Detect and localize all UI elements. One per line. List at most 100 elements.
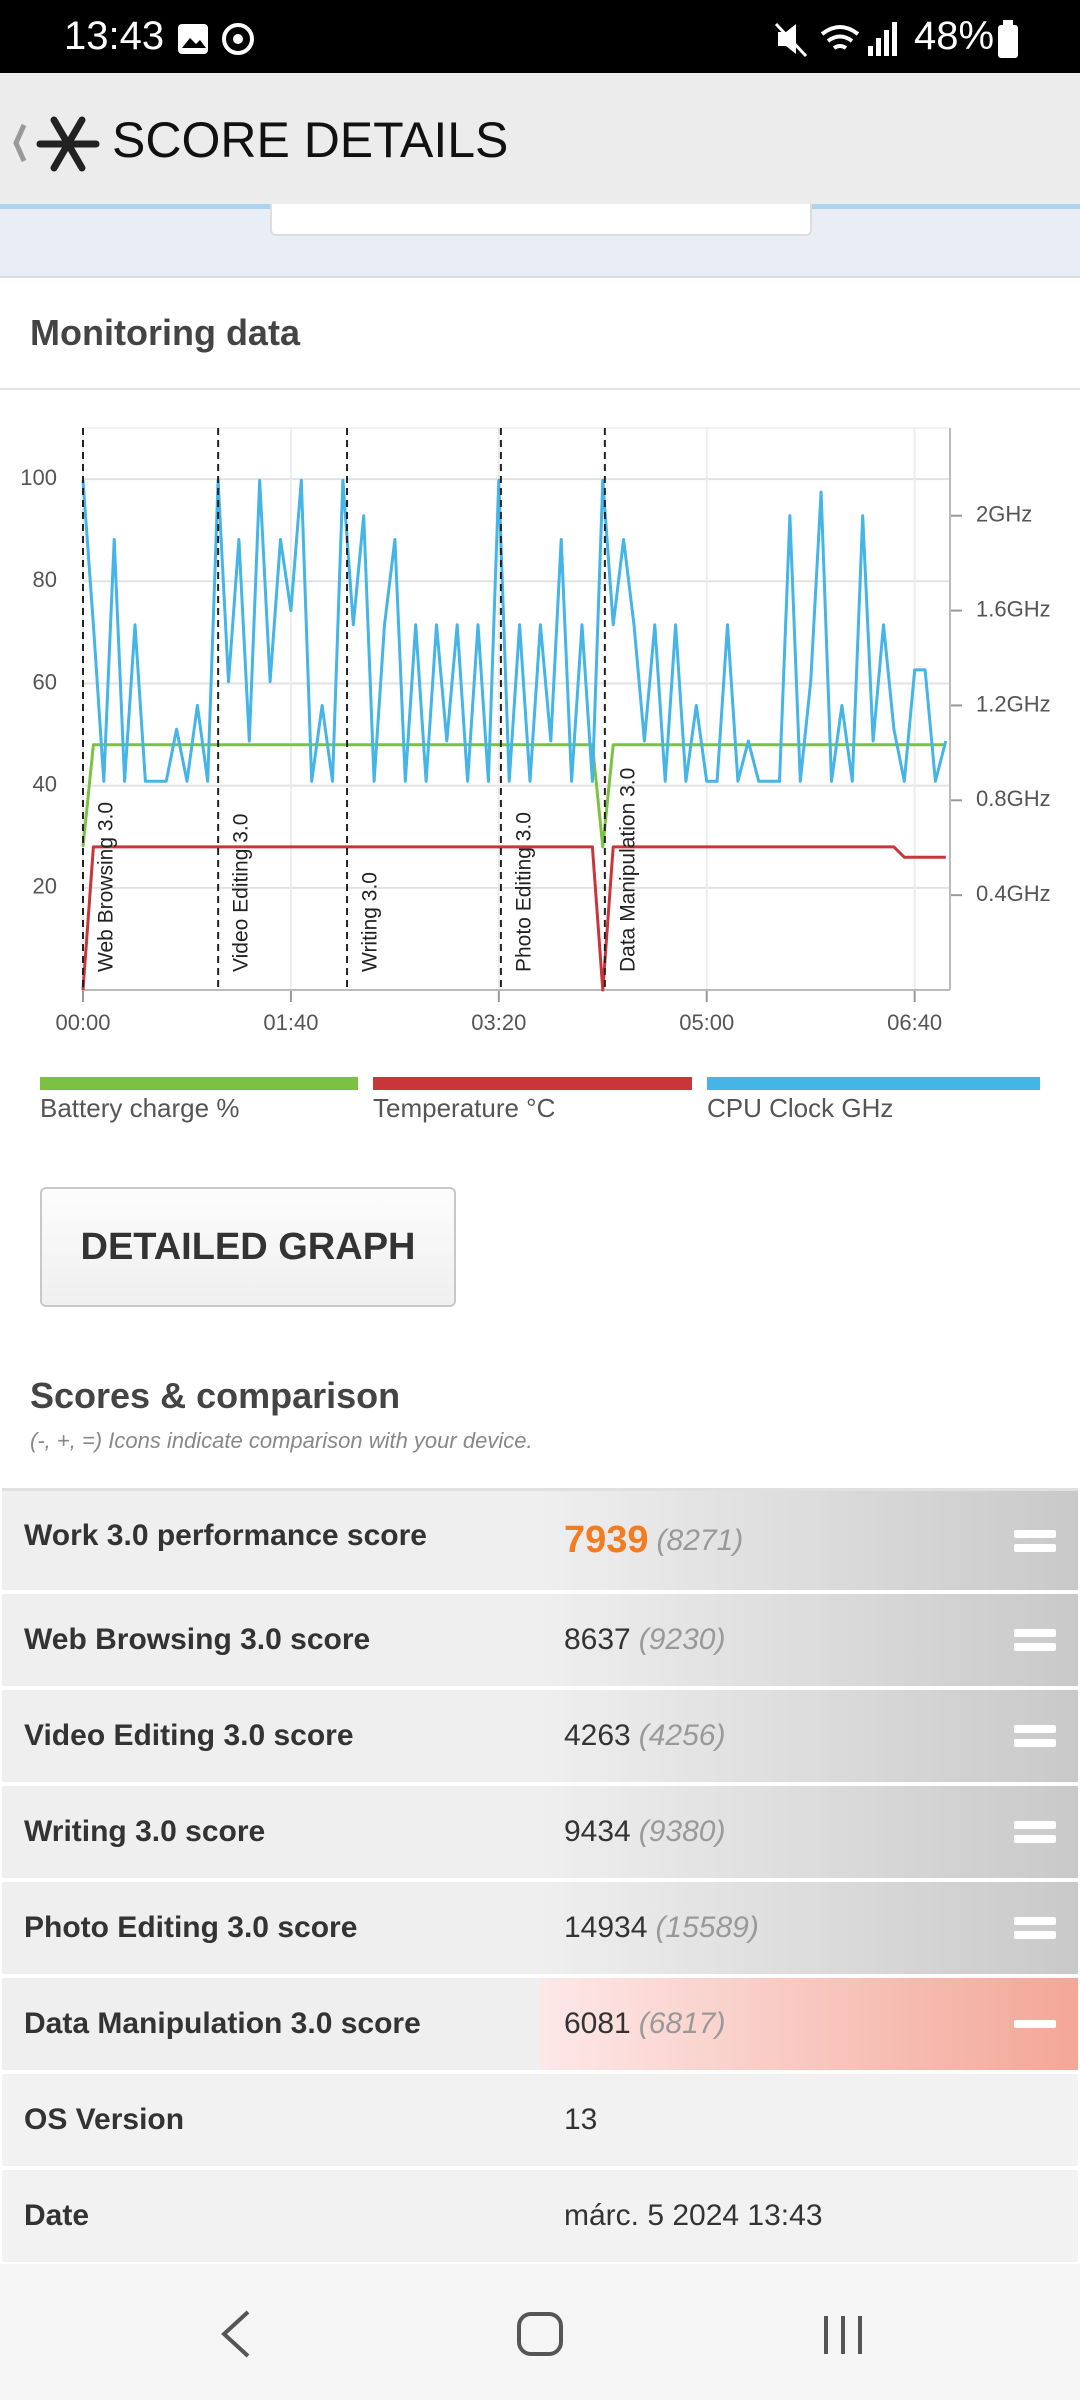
legend-swatch [40, 1077, 358, 1090]
marker-label: Photo Editing 3.0 [512, 812, 535, 972]
marker-label: Video Editing 3.0 [230, 814, 253, 972]
y-tick-label: 20 [33, 874, 57, 899]
comparison-icon [1014, 1917, 1056, 1939]
system-icons [774, 22, 897, 58]
clock: 13:43 [64, 14, 165, 58]
row-value: 14934 (15589) [540, 1882, 1078, 1974]
comparison-icon [1014, 1629, 1056, 1651]
plot-area [83, 428, 950, 990]
app-header: SCORE DETAILS [0, 73, 1080, 209]
icon-bar [1014, 1931, 1056, 1939]
x-tick-label: 01:40 [263, 1010, 318, 1035]
nav-home[interactable] [517, 2312, 563, 2356]
x-tick-label: 05:00 [679, 1010, 734, 1035]
icon-bar [1014, 1821, 1056, 1829]
row-label: Date [24, 2199, 90, 2232]
row-value: márc. 5 2024 13:43 [564, 2199, 823, 2232]
row-label: Video Editing 3.0 score [24, 1719, 354, 1752]
comparison-icon [1014, 2020, 1056, 2028]
detailed-graph-button[interactable]: DETAILED GRAPH [40, 1187, 456, 1307]
battery-icon [998, 20, 1018, 58]
icon-bar [1014, 1543, 1056, 1552]
battery-level: 48% [914, 14, 995, 58]
row-label: Web Browsing 3.0 score [24, 1623, 371, 1656]
score-row: Web Browsing 3.0 score 8637 (9230) [2, 1594, 1078, 1690]
x-tick-label: 03:20 [471, 1010, 526, 1035]
x-tick-label: 00:00 [55, 1010, 110, 1035]
icon-bar [1014, 2020, 1056, 2028]
icon-bar [1014, 1835, 1056, 1843]
y-tick-label: 100 [20, 465, 57, 490]
section-title: Monitoring data [30, 312, 300, 353]
nav-back[interactable] [221, 2310, 250, 2358]
info-row: Date márc. 5 2024 13:43 [2, 2170, 1078, 2266]
x-tick-label: 06:40 [887, 1010, 942, 1035]
row-value: 8637 (9230) [540, 1594, 1078, 1686]
y2-tick-label: 0.4GHz [976, 881, 1051, 906]
nav-recents[interactable] [824, 2316, 862, 2354]
section-title: Scores & comparison [30, 1375, 401, 1416]
y2-tick-label: 2GHz [976, 502, 1032, 527]
row-label: OS Version [24, 2103, 185, 2136]
row-label: Photo Editing 3.0 score [24, 1911, 358, 1944]
marker-label: Writing 3.0 [359, 872, 382, 972]
navigation-bar [0, 2264, 1080, 2400]
score-row: Photo Editing 3.0 score 14934 (15589) [2, 1882, 1078, 1978]
y2-tick-label: 0.8GHz [976, 786, 1051, 811]
row-value: 7939 (8271) [540, 1491, 1078, 1590]
y2-tick-label: 1.2GHz [976, 691, 1051, 716]
score: 4263 [564, 1719, 631, 1752]
page-title: SCORE DETAILS [112, 112, 509, 168]
y-tick-label: 80 [33, 567, 57, 592]
info-row: OS Version 13 [2, 2074, 1078, 2170]
series-line [81, 478, 948, 783]
comparison-icon [1014, 1821, 1056, 1843]
back-logo[interactable] [8, 109, 104, 179]
comparison-icon [1014, 1529, 1056, 1552]
score: 8637 [564, 1623, 631, 1656]
row-label: Data Manipulation 3.0 score [24, 2007, 421, 2040]
y-tick-label: 40 [33, 771, 57, 796]
status-bar: 13:43 48% [0, 0, 1080, 73]
score: 9434 [564, 1815, 631, 1848]
marker-label: Web Browsing 3.0 [95, 802, 118, 972]
icon-bar [1014, 1725, 1056, 1733]
reference-score: (9230) [638, 1623, 726, 1656]
row-label: Work 3.0 performance score [24, 1519, 427, 1552]
row-value: 9434 (9380) [540, 1786, 1078, 1878]
y-tick-label: 60 [33, 669, 57, 694]
status-icons [178, 23, 254, 55]
icon-bar [1014, 1629, 1056, 1637]
score: 7939 [564, 1519, 649, 1561]
marker-label: Data Manipulation 3.0 [616, 768, 639, 972]
y2-tick-label: 1.6GHz [976, 596, 1051, 621]
row-value: 6081 (6817) [540, 1978, 1078, 2070]
icon-bar [1014, 1643, 1056, 1651]
legend-label: CPU Clock GHz [707, 1093, 893, 1123]
legend-swatch [707, 1077, 1040, 1090]
monitoring-chart: 20 40 60 80 100 0.4GHz 0.8GHz 1.2GHz 1.6GHz 2GHz 0… [20, 427, 1051, 1123]
collapsed-panel [270, 204, 812, 236]
comparison-icon [1014, 1725, 1056, 1747]
section-note: (-, +, =) Icons indicate comparison with… [30, 1428, 533, 1453]
icon-bar [1014, 1739, 1056, 1747]
series-line [81, 845, 946, 992]
score: 6081 [564, 2007, 631, 2040]
reference-score: (8271) [656, 1523, 744, 1557]
divider [0, 388, 1080, 390]
reference-score: (6817) [638, 2007, 726, 2040]
row-label: Writing 3.0 score [24, 1815, 266, 1848]
scores-table: Work 3.0 performance score 7939 (8271) Web … [2, 1488, 1078, 2266]
score-row: Data Manipulation 3.0 score 6081 (6817) [2, 1978, 1078, 2074]
reference-score: (4256) [638, 1719, 726, 1752]
legend-label: Battery charge % [40, 1093, 239, 1123]
icon-bar [1014, 1529, 1056, 1538]
icon-bar [1014, 1917, 1056, 1925]
score-row: Writing 3.0 score 9434 (9380) [2, 1786, 1078, 1882]
reference-score: (15589) [655, 1911, 759, 1944]
legend-swatch [373, 1077, 692, 1090]
score-row: Video Editing 3.0 score 4263 (4256) [2, 1690, 1078, 1786]
row-value: 4263 (4256) [540, 1690, 1078, 1782]
legend-label: Temperature °C [373, 1093, 555, 1123]
